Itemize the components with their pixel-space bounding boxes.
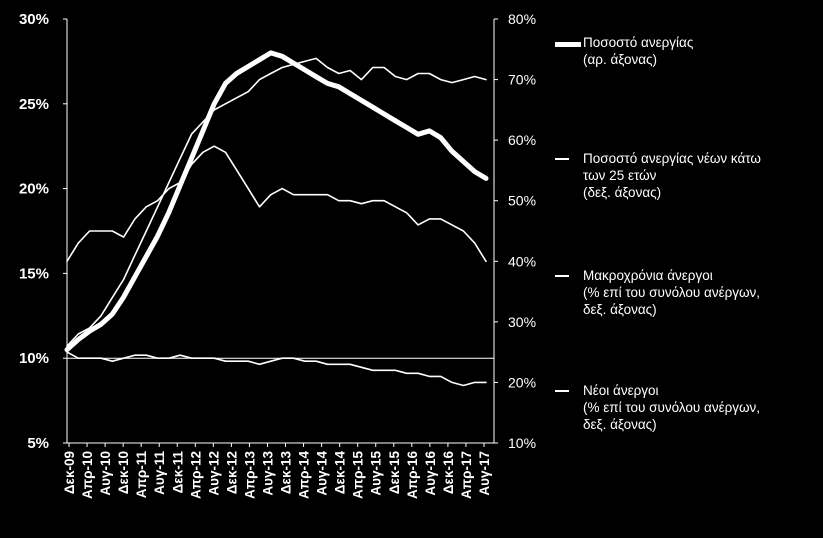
y-right-tick-label: 50%	[508, 193, 536, 209]
x-tick-label: Απρ-12	[188, 451, 203, 499]
legend-label: Ποσοστό ανεργίας νέων κάτω των 25 ετών (…	[583, 150, 761, 201]
legend-label: Ποσοστό ανεργίας (αρ. άξονας)	[583, 34, 693, 68]
y-right-tick-label: 20%	[508, 374, 536, 390]
x-tick-label: Δεκ-10	[116, 451, 131, 494]
y-right-tick-label: 70%	[508, 72, 536, 88]
x-tick-label: Αυγ-16	[423, 451, 438, 496]
legend-swatch-thin	[555, 390, 569, 392]
y-left-tick-label: 25%	[19, 96, 49, 113]
x-tick-label: Αυγ-13	[260, 451, 275, 496]
legend-line: (% επί του συνόλου ανέργων,	[583, 285, 761, 300]
series-line-4	[66, 351, 487, 387]
x-tick-label: Αυγ-11	[152, 451, 167, 495]
x-tick-label: Δεκ-12	[224, 451, 239, 494]
x-tick-label: Απρ-14	[297, 451, 312, 499]
x-tick-label: Δεκ-14	[333, 451, 348, 495]
legend-line: (αρ. άξονας)	[583, 52, 658, 67]
x-tick-label: Απρ-13	[242, 451, 257, 499]
y-right-tick-label: 10%	[508, 435, 536, 451]
x-tick-label: Αυγ-15	[369, 451, 384, 496]
y-right-tick-label: 30%	[508, 314, 536, 330]
x-tick-label: Απρ-16	[405, 451, 420, 499]
x-tick-label: Απρ-11	[134, 451, 149, 499]
legend-line: Ποσοστό ανεργίας νέων κάτω	[583, 151, 761, 166]
x-tick-label: Δεκ-16	[441, 451, 456, 495]
x-tick-label: Απρ-17	[459, 451, 474, 499]
y-right-tick-label: 60%	[508, 132, 536, 148]
chart-axes	[66, 19, 495, 444]
series-line-1	[64, 50, 489, 353]
legend-line: δεξ. άξονας)	[583, 302, 657, 317]
x-tick-label: Αυγ-14	[315, 451, 330, 496]
x-tick-label: Απρ-10	[80, 451, 95, 499]
y-left-tick-label: 20%	[19, 181, 49, 198]
legend-label: Μακροχρόνια άνεργοι (% επί του συνόλου α…	[583, 267, 760, 318]
legend-swatch-thin	[555, 275, 569, 277]
x-tick-label: Αυγ-10	[98, 451, 113, 496]
y-left-tick-label: 15%	[19, 265, 49, 282]
legend-line: Μακροχρόνια άνεργοι	[583, 268, 713, 283]
x-tick-label: Δεκ-15	[387, 451, 402, 495]
x-tick-label: Δεκ-09	[62, 451, 77, 494]
y-left-tick-label: 5%	[27, 435, 49, 452]
legend-line: των 25 ετών	[583, 168, 657, 183]
legend-line: (δεξ. άξονας)	[583, 185, 662, 200]
series-line-3	[66, 145, 487, 263]
legend-line: (% επί του συνόλου ανέργων,	[583, 400, 761, 415]
x-tick-label: Απρ-15	[351, 451, 366, 499]
y-right-tick-labels: 10% 20% 30% 40% 50% 60% 70% 80%	[494, 11, 536, 451]
x-tick-label: Δεκ-13	[279, 451, 294, 495]
legend-swatch-thick	[555, 42, 581, 47]
x-tick-label: Δεκ-11	[170, 451, 185, 494]
y-left-tick-labels: 5% 10% 15% 20% 25% 30%	[19, 11, 67, 452]
x-tick-label: Αυγ-12	[206, 451, 221, 496]
legend-label: Νέοι άνεργοι (% επί του συνόλου ανέργων,…	[583, 382, 760, 433]
series-line-2	[66, 57, 487, 347]
y-right-tick-label: 80%	[508, 11, 536, 27]
legend-line: Νέοι άνεργοι	[583, 383, 659, 398]
legend-swatch-thin	[555, 158, 569, 160]
x-tick-labels: Δεκ-09 Απρ-10 Αυγ-10 Δεκ-10 Απρ-11 Αυγ-11 Δεκ-…	[62, 443, 492, 499]
x-tick-label: Αυγ-17	[477, 451, 492, 496]
legend-line: Ποσοστό ανεργίας	[583, 35, 694, 50]
series-layer	[64, 50, 489, 387]
y-left-tick-label: 30%	[19, 11, 49, 28]
y-left-tick-label: 10%	[19, 350, 49, 367]
y-right-tick-label: 40%	[508, 253, 536, 269]
legend: Ποσοστό ανεργίας (αρ. άξονας) Ποσοστό αν…	[555, 0, 823, 538]
legend-line: δεξ. άξονας)	[583, 417, 657, 432]
